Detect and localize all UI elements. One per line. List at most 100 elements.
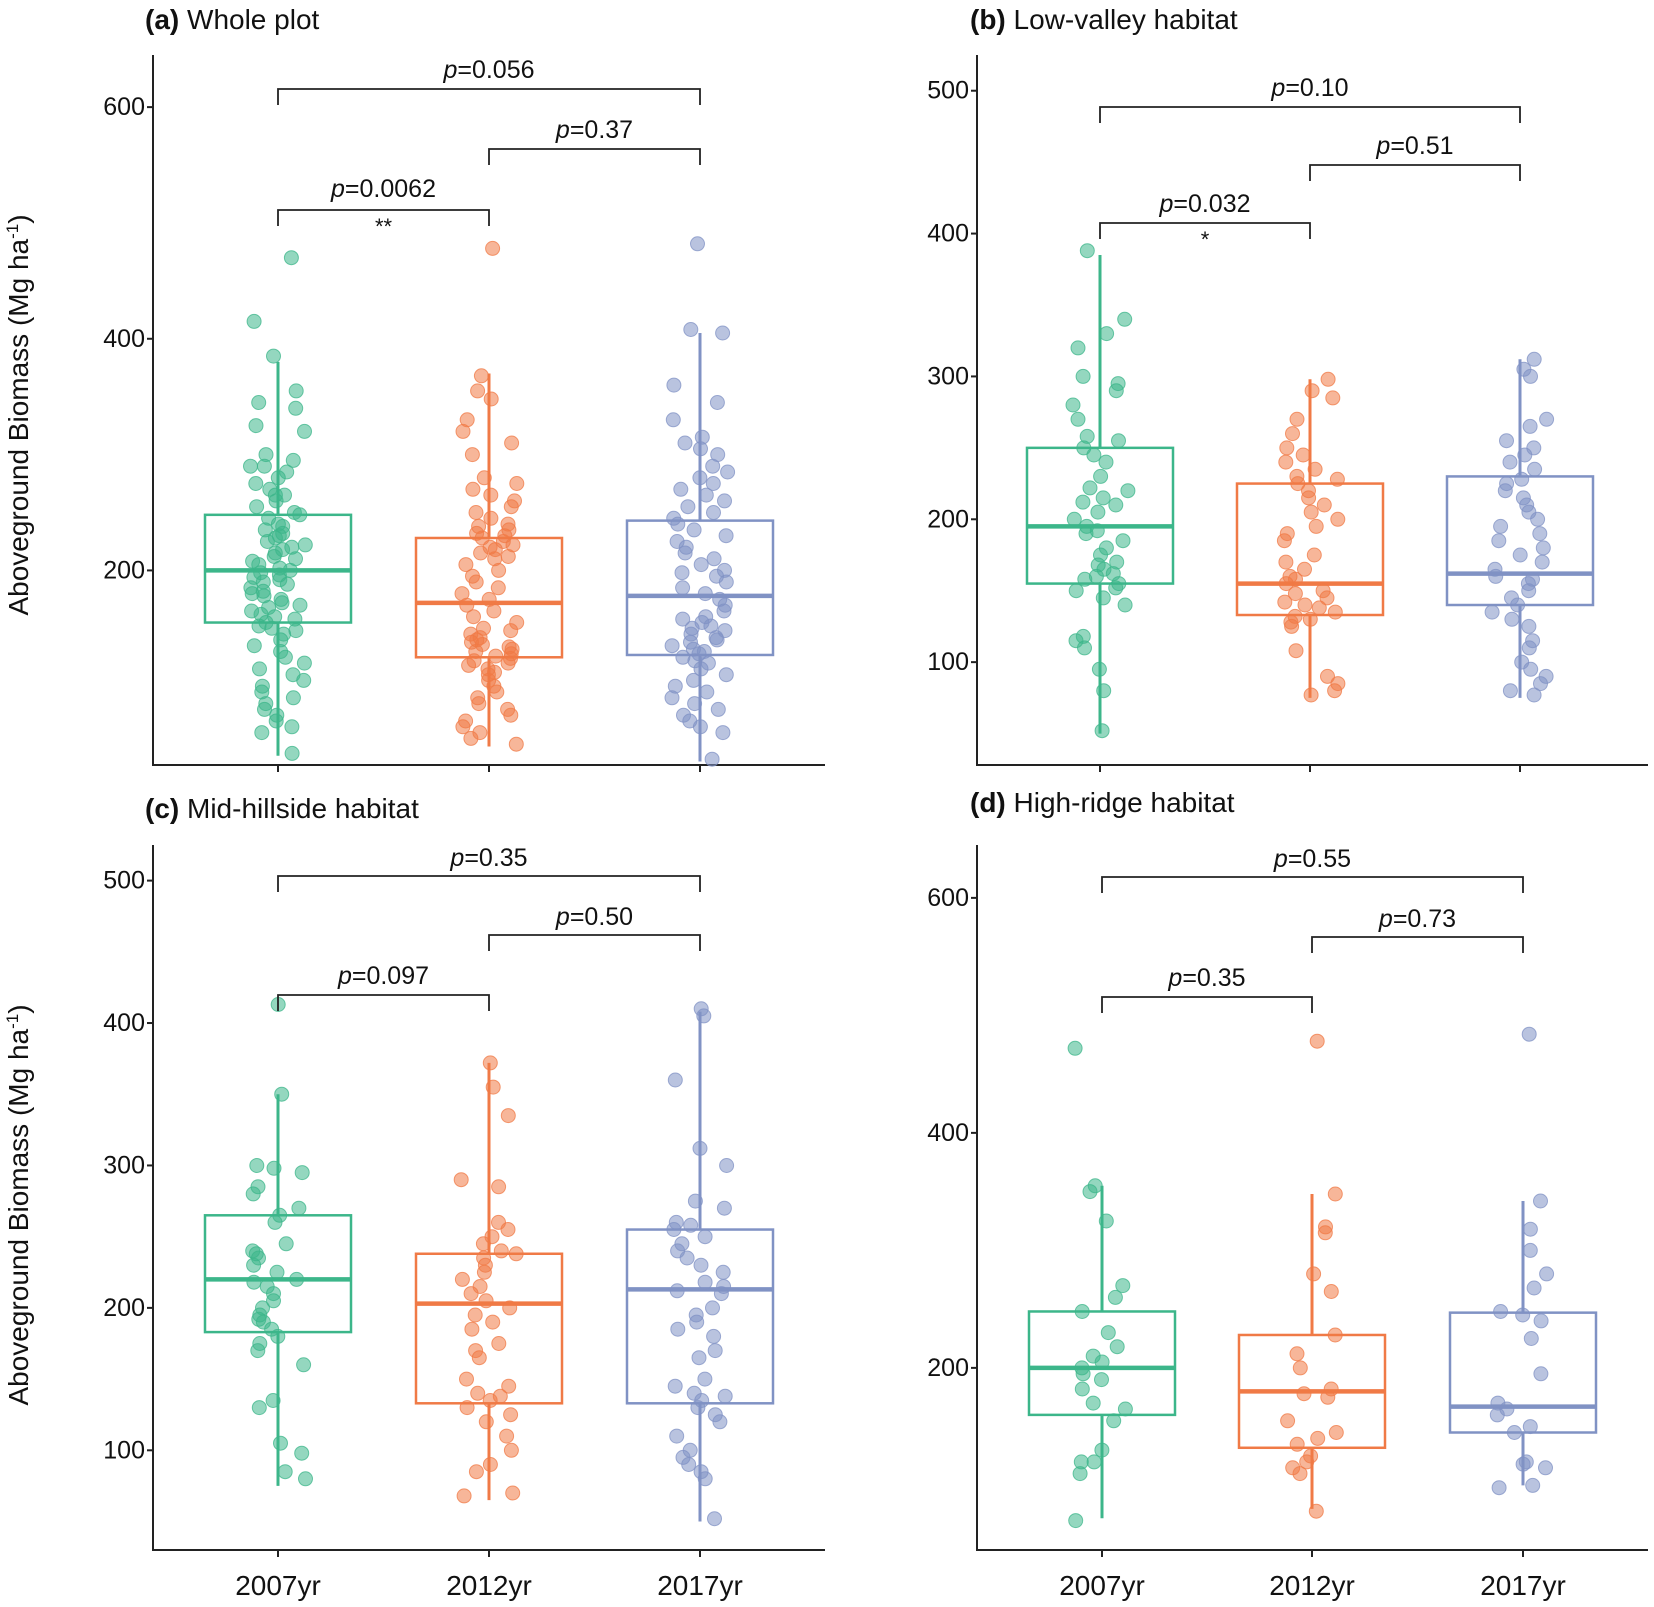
data-point: [1065, 397, 1081, 413]
data-point: [502, 1300, 518, 1316]
panel-d-letter: (d): [970, 787, 1006, 818]
data-point: [254, 725, 270, 741]
data-point: [459, 1371, 474, 1387]
data-point: [1484, 604, 1500, 620]
y-axis-label-end: ): [3, 1004, 34, 1013]
data-point: [284, 745, 300, 761]
data-point: [705, 1300, 720, 1316]
data-point: [669, 1428, 685, 1444]
data-point: [503, 1442, 519, 1458]
data-point: [1303, 504, 1319, 520]
data-point: [1526, 687, 1542, 703]
data-point: [274, 1086, 290, 1102]
data-point: [1276, 533, 1292, 549]
data-point: [285, 690, 301, 706]
data-point: [250, 1343, 266, 1359]
p-symbol: p: [442, 56, 457, 84]
panel-c-title: (c) Mid-hillside habitat: [145, 793, 419, 824]
data-point: [1094, 1372, 1109, 1388]
y-axis-label-sup: -1: [3, 224, 22, 239]
data-point: [1489, 1407, 1505, 1423]
x-tick-label: 2017yr: [1480, 1570, 1566, 1601]
data-point: [490, 580, 506, 596]
data-point: [1106, 1413, 1122, 1429]
data-point: [1108, 497, 1124, 513]
data-point: [503, 1407, 519, 1423]
data-point: [1517, 447, 1533, 463]
data-point: [478, 1414, 494, 1430]
panel-a-letter: (a): [145, 4, 179, 35]
data-point: [1066, 511, 1082, 527]
data-point: [246, 638, 262, 654]
data-point: [698, 487, 714, 503]
data-point: [1306, 1266, 1322, 1282]
data-point: [716, 1200, 732, 1216]
data-point: [1538, 1460, 1553, 1476]
data-point: [1304, 383, 1320, 399]
data-point: [687, 1193, 703, 1209]
data-point: [270, 1328, 286, 1344]
panel-d-title: (d) High-ridge habitat: [970, 787, 1235, 818]
data-point: [707, 1343, 723, 1359]
data-point: [669, 1283, 685, 1299]
data-point: [1523, 368, 1538, 384]
data-point: [679, 1250, 695, 1266]
data-point: [466, 609, 481, 625]
data-point: [478, 1293, 494, 1309]
panel-b-title-text: Low-valley habitat: [1014, 4, 1238, 35]
data-point: [259, 534, 275, 549]
data-point: [273, 1435, 288, 1451]
data-point: [1279, 440, 1295, 456]
y-tick-label: 100: [103, 1436, 145, 1464]
p-value: =0.55: [1288, 845, 1351, 873]
data-point: [1533, 1366, 1549, 1382]
data-point: [697, 1274, 713, 1290]
comparison-bracket: [277, 88, 701, 105]
data-point: [1076, 440, 1092, 456]
data-point: [1074, 1304, 1090, 1319]
data-point: [706, 1328, 722, 1344]
data-point: [248, 476, 264, 491]
data-point: [709, 395, 725, 410]
y-tick-label: 100: [927, 648, 969, 676]
comparison-bracket: [1309, 164, 1521, 181]
data-point: [246, 313, 262, 329]
p-value-label: p=0.35: [1167, 964, 1245, 992]
data-point: [488, 648, 504, 664]
data-point: [1289, 411, 1305, 427]
data-point: [491, 1336, 507, 1351]
data-point: [1330, 511, 1346, 527]
data-point: [294, 1445, 310, 1461]
data-point: [292, 507, 308, 523]
data-point: [464, 447, 480, 463]
data-point: [1288, 643, 1304, 659]
data-point: [1521, 640, 1537, 656]
data-point: [278, 1236, 294, 1252]
data-point: [483, 487, 499, 503]
data-point: [1078, 526, 1094, 542]
panel-d-title-text: High-ridge habitat: [1014, 787, 1235, 818]
p-value: =0.10: [1285, 74, 1348, 102]
data-point: [693, 441, 708, 457]
data-point: [715, 1264, 731, 1280]
data-point: [508, 736, 524, 752]
data-point: [675, 611, 691, 627]
data-point: [1502, 454, 1518, 470]
data-point: [1525, 1477, 1541, 1493]
data-point: [713, 1286, 729, 1302]
y-axis-label-sup: -1: [3, 1014, 22, 1029]
data-point: [482, 1457, 498, 1472]
data-point: [509, 476, 525, 491]
box-iqr: [1025, 446, 1175, 585]
data-point: [482, 1055, 498, 1071]
data-point: [459, 1400, 475, 1416]
data-point: [683, 322, 699, 337]
p-symbol: p: [1375, 132, 1390, 160]
data-point: [267, 1214, 283, 1230]
data-point: [463, 730, 479, 746]
data-point: [500, 549, 516, 564]
data-point: [1277, 594, 1293, 610]
data-point: [454, 1271, 470, 1287]
p-value: =0.056: [457, 56, 534, 84]
data-point: [470, 383, 486, 399]
